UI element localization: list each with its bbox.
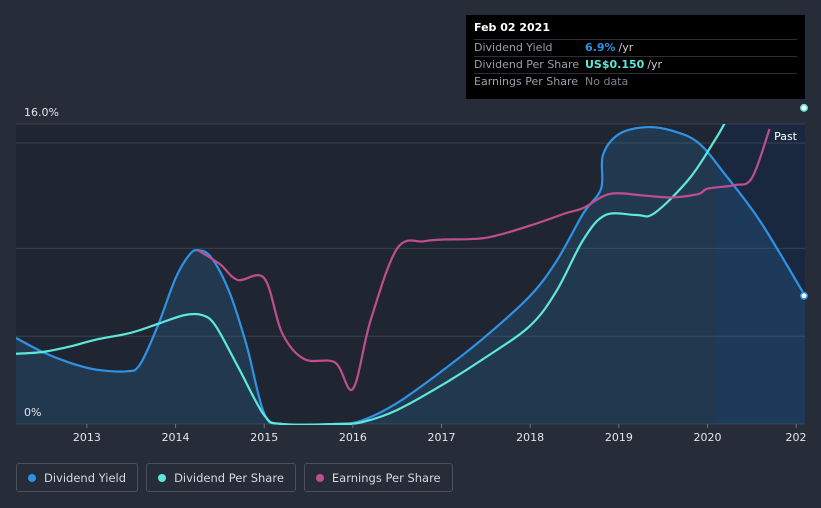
dividend-yield-area [16,127,805,425]
tooltip-unit: /yr [618,41,634,54]
x-tick-label: 202 [786,431,807,444]
x-tick-label: 2017 [428,431,456,444]
x-tick-label: 2016 [339,431,367,444]
series-fills [16,127,805,425]
tooltip-row-dividend-yield: Dividend Yield 6.9% /yr [474,39,797,56]
x-tick-label: 2018 [516,431,544,444]
past-label: Past [774,130,798,143]
tooltip-label: Earnings Per Share [474,75,579,88]
y-top-label: 16.0% [24,106,59,119]
tooltip-value: 6.9% [585,41,616,54]
x-tick-label: 2019 [605,431,633,444]
tooltip-date: Feb 02 2021 [474,21,550,34]
plot-background [16,124,805,424]
tooltip-label: Dividend Yield [474,41,553,54]
dividend-yield-end-marker [800,291,808,300]
tooltip-value: US$0.150 [585,58,645,71]
grid-lines [16,123,805,425]
y-bottom-label: 0% [24,406,41,419]
dividend-per-share-end-marker [800,103,808,112]
x-tick-label: 2015 [250,431,278,444]
legend-dot-icon [158,473,167,482]
legend-earnings-per-share[interactable]: Earnings Per Share [303,463,453,492]
legend-label: Earnings Per Share [331,470,441,485]
legend-label: Dividend Yield [44,470,127,485]
tooltip-row-dividend-per-share: Dividend Per Share US$0.150 /yr [474,56,797,73]
series-markers [800,103,808,300]
chart-legend: Dividend Yield Dividend Per Share Earnin… [16,463,453,492]
x-tick-label: 2014 [162,431,190,444]
tooltip-row-earnings-per-share: Earnings Per Share No data [474,73,797,90]
series-lines [16,124,805,425]
x-axis-ticks: 2013 2014 2015 2016 2017 2018 2019 2020 202 [73,424,807,444]
legend-dot-icon [28,473,36,482]
legend-dot-icon [315,473,324,482]
data-tooltip: Feb 02 2021 Dividend Yield 6.9% /yr Divi… [466,15,805,99]
earnings-per-share-line [197,128,771,392]
past-region [716,124,805,424]
tooltip-value: No data [585,75,629,88]
tooltip-unit: /yr [647,58,663,71]
legend-label: Dividend Per Share [174,470,284,485]
legend-dividend-per-share[interactable]: Dividend Per Share [146,463,296,492]
x-tick-label: 2013 [73,431,101,444]
tooltip-label: Dividend Per Share [474,58,580,71]
x-tick-label: 2020 [693,431,721,444]
legend-dividend-yield[interactable]: Dividend Yield [16,463,139,492]
